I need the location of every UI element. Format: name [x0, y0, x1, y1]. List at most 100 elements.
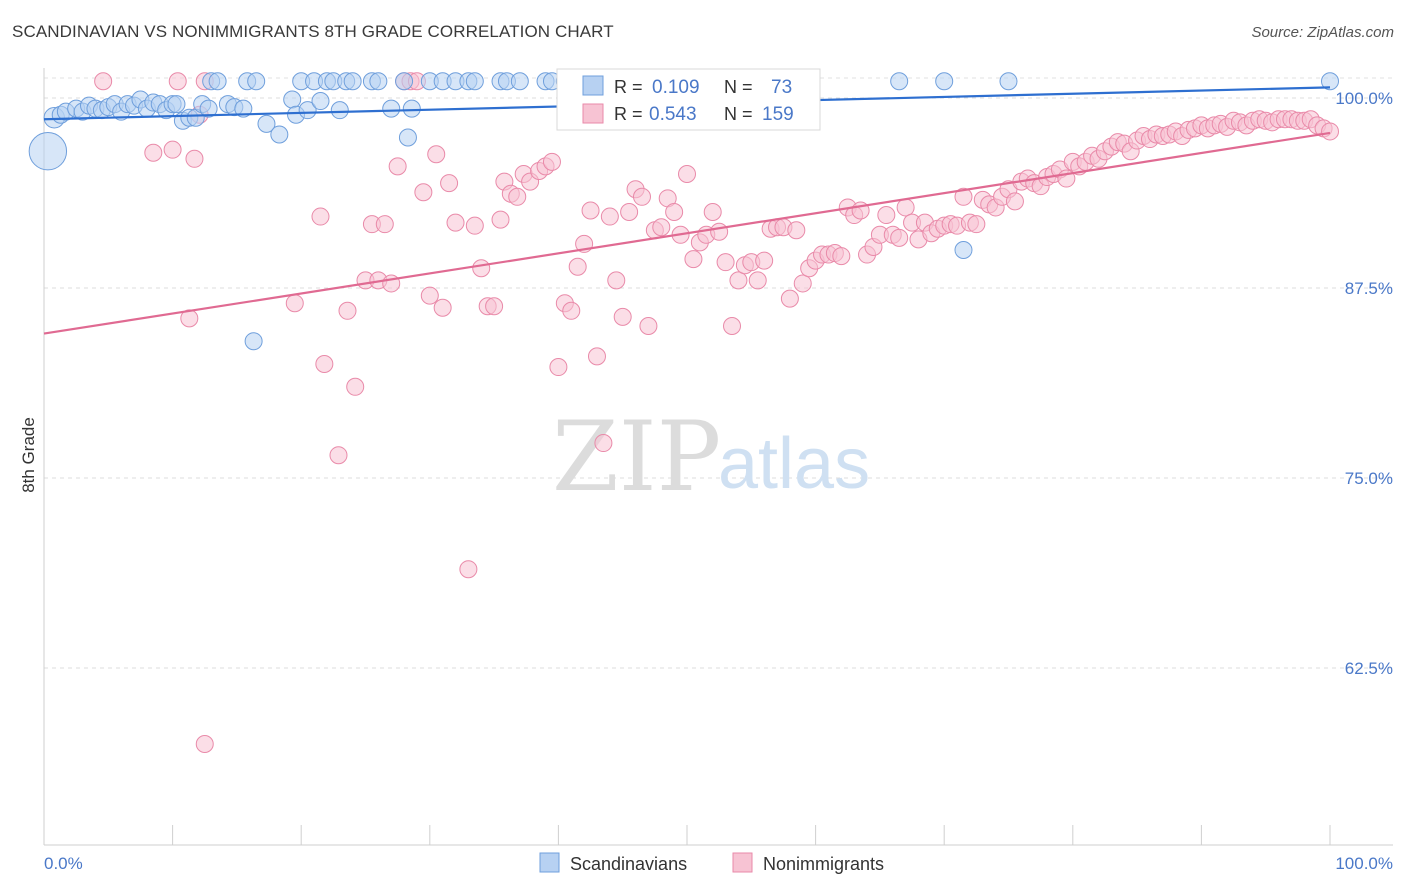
point-nonimmigrants [542, 152, 561, 171]
point-nonimmigrants [594, 434, 613, 453]
point-nonimmigrants [163, 140, 182, 159]
point-nonimmigrants [793, 274, 812, 293]
point-nonimmigrants [427, 145, 446, 164]
point-scandinavians [244, 332, 263, 351]
point-nonimmigrants [967, 215, 986, 234]
x-tick-label-left: 0.0% [44, 854, 83, 873]
legend-n-label-1: N = [724, 77, 753, 97]
point-scandinavians [234, 99, 253, 118]
point-scandinavians [935, 72, 954, 91]
point-nonimmigrants [168, 72, 187, 91]
point-nonimmigrants [508, 187, 527, 206]
point-scandinavians [382, 99, 401, 118]
point-nonimmigrants [568, 257, 587, 276]
point-scandinavians [167, 95, 186, 114]
point-nonimmigrants [954, 187, 973, 206]
point-nonimmigrants [1321, 122, 1339, 141]
point-nonimmigrants [600, 207, 619, 226]
legend-n-value-2: 159 [762, 104, 794, 125]
point-nonimmigrants [665, 203, 684, 221]
series-legend-label-nonimmigrants: Nonimmigrants [763, 854, 884, 874]
point-nonimmigrants [703, 203, 722, 221]
point-nonimmigrants [710, 222, 729, 241]
legend-r-label-2: R = [614, 104, 643, 124]
point-nonimmigrants [549, 358, 568, 377]
point-nonimmigrants [652, 218, 671, 237]
point-nonimmigrants [315, 355, 334, 373]
point-nonimmigrants [459, 560, 478, 579]
point-nonimmigrants [1005, 192, 1024, 211]
point-nonimmigrants [607, 271, 626, 290]
point-nonimmigrants [440, 174, 459, 193]
legend-r-value-1: 0.109 [652, 77, 700, 98]
y-tick-label: 62.5% [1345, 659, 1393, 678]
legend-r-value-2: 0.543 [649, 104, 697, 125]
point-nonimmigrants [896, 198, 915, 217]
legend-r-label-1: R = [614, 77, 643, 97]
point-nonimmigrants [346, 377, 365, 396]
legend-swatch-scandinavians [582, 75, 604, 96]
point-nonimmigrants [639, 317, 658, 335]
point-nonimmigrants [485, 297, 504, 316]
point-nonimmigrants [890, 228, 909, 247]
series-legend-swatch-nonimmigrants [732, 852, 753, 873]
x-tick-label-right: 100.0% [1335, 854, 1393, 873]
point-nonimmigrants [185, 149, 204, 168]
trend-line-nonimmigrants [43, 131, 1331, 335]
point-nonimmigrants [780, 289, 799, 308]
point-nonimmigrants [285, 294, 304, 313]
point-nonimmigrants [472, 259, 491, 278]
point-nonimmigrants [755, 251, 774, 270]
point-scandinavians [510, 72, 529, 91]
chart-title: SCANDINAVIAN VS NONIMMIGRANTS 8TH GRADE … [12, 22, 614, 41]
point-nonimmigrants [338, 301, 357, 320]
point-nonimmigrants [446, 213, 465, 232]
point-nonimmigrants [877, 206, 896, 225]
point-scandinavians [954, 241, 973, 259]
point-scandinavians [395, 72, 414, 91]
point-scandinavians [298, 101, 317, 120]
point-scandinavians [398, 128, 417, 147]
point-nonimmigrants [491, 210, 510, 229]
point-nonimmigrants [787, 221, 806, 240]
point-nonimmigrants [684, 250, 703, 269]
point-scandinavians [311, 92, 330, 111]
point-scandinavians [402, 99, 421, 118]
point-scandinavians [257, 114, 276, 133]
series-legend-label-scandinavians: Scandinavians [570, 854, 687, 874]
point-nonimmigrants [716, 253, 735, 272]
point-scandinavians [999, 72, 1018, 91]
legend-n-value-1: 73 [771, 77, 792, 98]
point-nonimmigrants [375, 215, 394, 234]
stats-legend: R = 0.109 N = 73 R = 0.543 N = 159 [556, 68, 821, 131]
point-nonimmigrants [311, 207, 330, 226]
point-nonimmigrants [678, 165, 696, 183]
y-axis-title: 8th Grade [19, 417, 38, 493]
point-scandinavians [28, 132, 68, 171]
point-scandinavians [330, 101, 349, 120]
point-nonimmigrants [465, 216, 484, 235]
point-nonimmigrants [729, 271, 748, 290]
point-scandinavians [465, 72, 484, 91]
chart-source: Source: ZipAtlas.com [1251, 24, 1394, 41]
point-nonimmigrants [420, 286, 439, 305]
watermark-atlas: atlas [718, 424, 870, 504]
point-nonimmigrants [195, 735, 214, 753]
point-nonimmigrants [414, 183, 433, 202]
point-nonimmigrants [144, 143, 163, 162]
point-nonimmigrants [748, 271, 767, 290]
legend-n-label-2: N = [724, 104, 753, 124]
point-nonimmigrants [587, 347, 606, 366]
series-legend: Scandinavians Nonimmigrants [539, 852, 884, 874]
point-scandinavians [270, 125, 289, 144]
point-scandinavians [1321, 72, 1339, 91]
point-scandinavians [247, 72, 266, 91]
point-scandinavians [369, 72, 388, 91]
point-nonimmigrants [723, 317, 742, 335]
point-nonimmigrants [581, 201, 600, 220]
point-scandinavians [343, 72, 362, 91]
point-scandinavians [283, 90, 302, 109]
point-scandinavians [208, 72, 227, 91]
point-scandinavians [890, 72, 909, 91]
